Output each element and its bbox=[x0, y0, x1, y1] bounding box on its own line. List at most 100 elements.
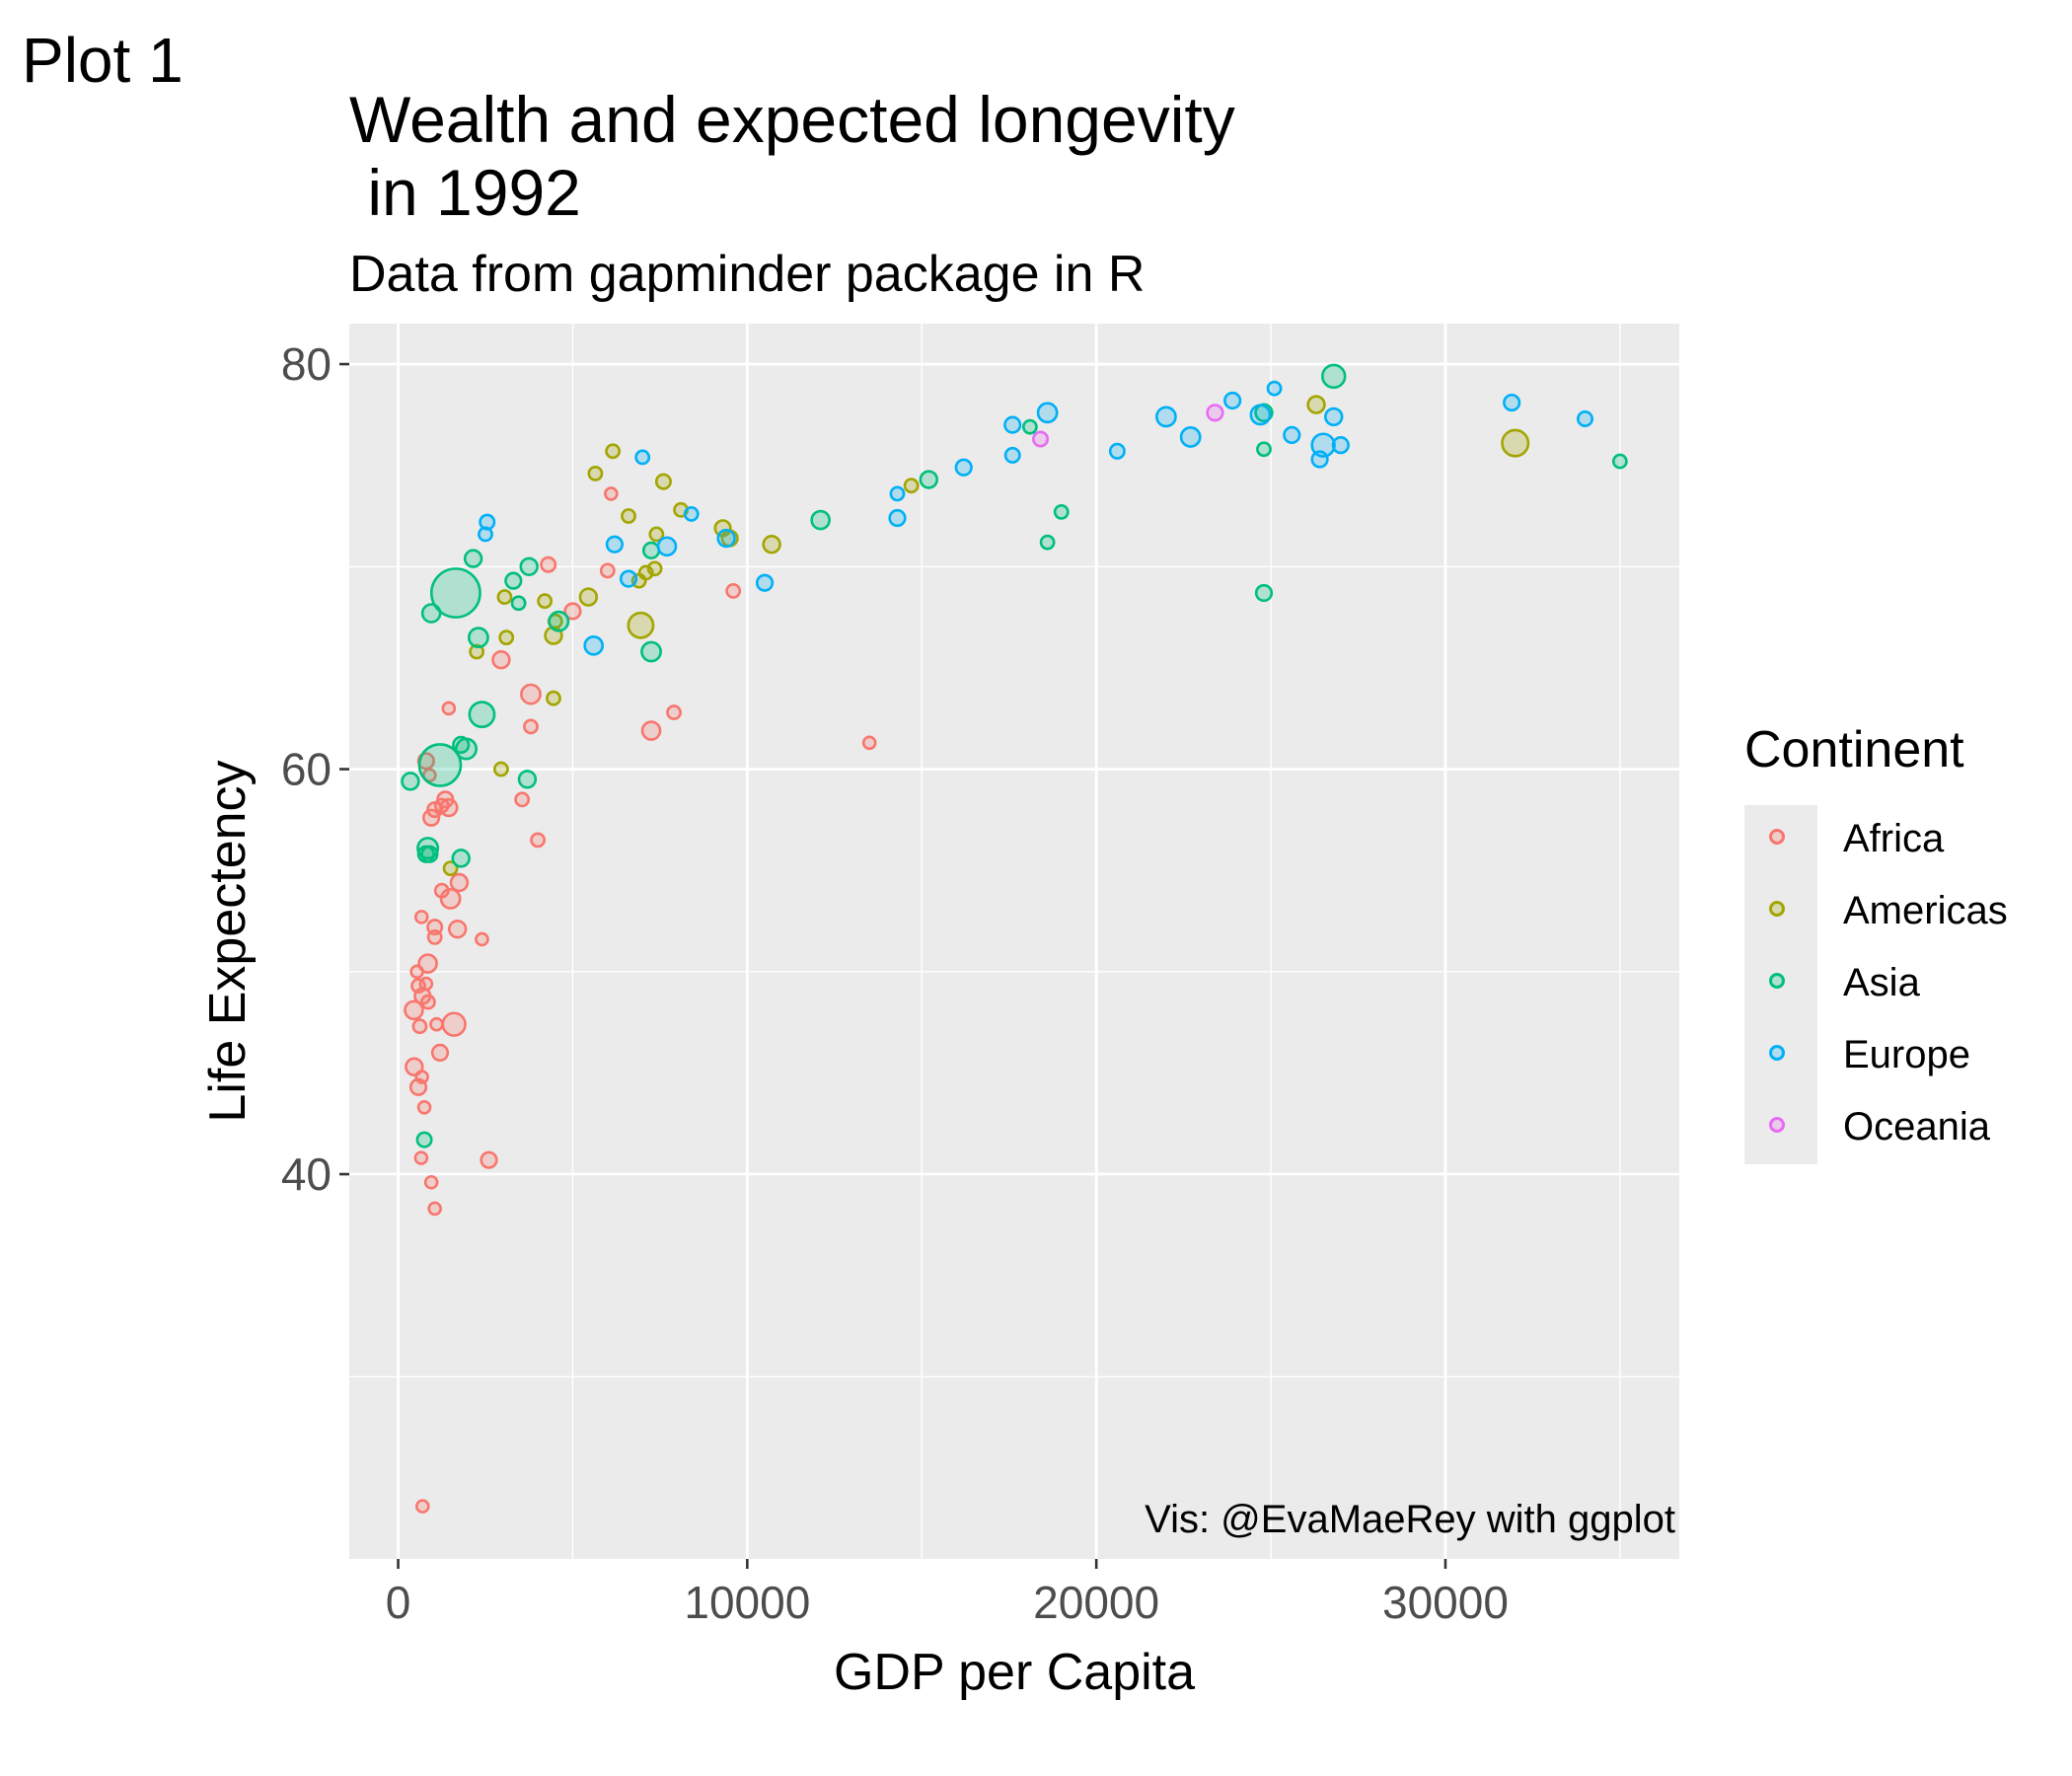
data-point bbox=[436, 790, 455, 809]
data-point bbox=[1249, 404, 1272, 426]
data-point bbox=[683, 506, 700, 522]
data-point bbox=[1503, 393, 1521, 412]
data-point bbox=[429, 1016, 444, 1032]
data-point bbox=[1179, 426, 1202, 448]
data-point bbox=[583, 635, 604, 656]
data-point bbox=[1036, 402, 1059, 424]
data-point bbox=[656, 536, 678, 557]
minor-gridlines bbox=[349, 324, 1679, 1559]
data-point bbox=[422, 808, 441, 827]
series-asia bbox=[401, 363, 1628, 1148]
data-point bbox=[441, 701, 457, 716]
data-point bbox=[1321, 363, 1347, 390]
data-point bbox=[1331, 436, 1350, 455]
legend: Continent Africa Americas Asia Europe Oceani… bbox=[1744, 720, 2008, 1164]
data-point bbox=[1256, 441, 1272, 458]
plot-panel bbox=[349, 324, 1679, 1559]
data-point bbox=[648, 526, 665, 543]
series-oceania bbox=[1032, 404, 1224, 448]
axes: 0 10000 20000 30000 40 60 80 bbox=[281, 338, 1509, 1628]
data-point bbox=[537, 593, 554, 610]
data-point bbox=[641, 541, 661, 559]
data-point bbox=[605, 443, 622, 460]
data-point bbox=[449, 872, 470, 893]
data-point bbox=[762, 535, 781, 555]
data-point bbox=[578, 587, 599, 607]
data-point bbox=[1039, 534, 1056, 551]
data-point bbox=[1223, 391, 1242, 410]
legend-key-circle bbox=[1769, 901, 1785, 917]
data-point bbox=[455, 737, 479, 761]
x-axis-label: GDP per Capita bbox=[834, 1644, 1195, 1701]
data-point bbox=[563, 602, 582, 621]
data-point bbox=[427, 1201, 442, 1217]
chart-title: Wealth and expected longevity in 1992 bbox=[349, 83, 1235, 229]
data-point bbox=[1254, 583, 1274, 603]
data-point bbox=[479, 513, 496, 531]
data-point bbox=[451, 849, 471, 868]
data-point bbox=[1206, 404, 1224, 422]
data-point bbox=[493, 761, 509, 777]
data-point bbox=[430, 567, 481, 619]
legend-label: Europe bbox=[1843, 1033, 1970, 1076]
data-point bbox=[480, 1150, 498, 1169]
data-point bbox=[416, 837, 440, 860]
data-point bbox=[520, 683, 542, 705]
data-point bbox=[530, 832, 546, 849]
legend-label: Oceania bbox=[1843, 1105, 1990, 1148]
data-point bbox=[1283, 425, 1301, 444]
data-point bbox=[1324, 407, 1344, 427]
data-point bbox=[546, 690, 561, 706]
data-point bbox=[903, 478, 920, 494]
data-point bbox=[725, 583, 742, 599]
data-point bbox=[433, 882, 450, 899]
legend-item-oceania: Oceania bbox=[1744, 1093, 2072, 1165]
data-point bbox=[423, 1174, 439, 1190]
legend-key-circle bbox=[1769, 1045, 1785, 1061]
chart-subtitle: Data from gapminder package in R bbox=[349, 246, 1146, 303]
legend-label: Africa bbox=[1843, 817, 1945, 860]
data-point bbox=[1576, 409, 1593, 427]
legend-label: Americas bbox=[1843, 889, 2008, 932]
plot-tag: Plot 1 bbox=[22, 25, 184, 96]
data-point bbox=[621, 508, 636, 524]
data-point bbox=[417, 953, 438, 974]
legend-item-europe: Europe bbox=[1744, 1021, 2072, 1093]
data-point bbox=[548, 610, 570, 632]
data-point bbox=[447, 919, 468, 939]
data-point bbox=[1003, 446, 1021, 464]
data-point bbox=[1155, 406, 1177, 428]
data-point bbox=[888, 508, 907, 528]
legend-item-africa: Africa bbox=[1744, 805, 2072, 877]
data-point bbox=[463, 549, 483, 568]
data-point bbox=[861, 735, 877, 751]
data-point bbox=[666, 704, 682, 720]
series-americas bbox=[442, 395, 1530, 877]
data-point bbox=[1032, 430, 1050, 448]
data-point bbox=[604, 486, 619, 501]
x-tick-label: 30000 bbox=[1382, 1577, 1509, 1628]
data-point bbox=[469, 643, 485, 660]
legend-item-asia: Asia bbox=[1744, 949, 2072, 1021]
data-point bbox=[416, 752, 435, 771]
data-point bbox=[540, 555, 557, 573]
legend-key-circle bbox=[1769, 1117, 1785, 1133]
data-point bbox=[810, 509, 831, 531]
data-point bbox=[510, 595, 527, 612]
data-point bbox=[519, 556, 539, 576]
data-point bbox=[468, 701, 496, 729]
legend-key-circle bbox=[1769, 829, 1785, 845]
legend-label: Asia bbox=[1843, 961, 1920, 1004]
data-point bbox=[491, 650, 511, 670]
data-point bbox=[954, 458, 973, 477]
data-point bbox=[605, 535, 624, 554]
data-point bbox=[1306, 395, 1326, 414]
x-tick-label: 0 bbox=[386, 1577, 411, 1628]
data-point bbox=[619, 569, 638, 588]
data-points bbox=[401, 363, 1628, 1514]
legend-key-circle bbox=[1769, 973, 1785, 989]
data-point bbox=[634, 449, 651, 466]
data-point bbox=[413, 910, 429, 925]
data-point bbox=[646, 560, 663, 577]
x-tick-label: 20000 bbox=[1033, 1577, 1159, 1628]
